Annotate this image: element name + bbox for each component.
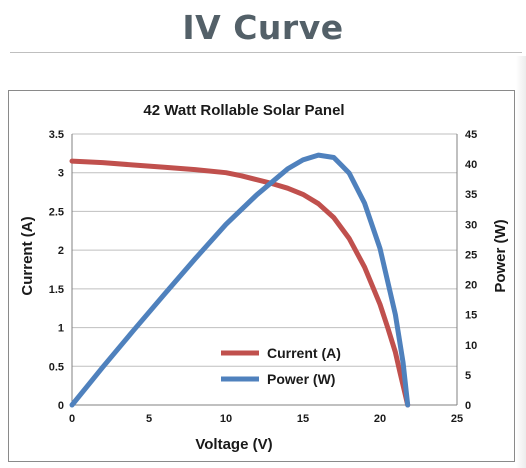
y2-tick-label: 15 <box>465 310 477 322</box>
page-edge-shadow <box>516 56 526 468</box>
y2-tick-label: 30 <box>465 219 477 231</box>
y-tick-label: 3 <box>58 168 64 180</box>
axes: 0 0.5 1 1.5 2 2.5 3 3.5 0 5 10 15 20 25 30 35 40 45 0 5 10 15… <box>49 129 478 425</box>
chart-legend: Current (A) Power (W) <box>221 345 341 387</box>
y-tick-label: 2.5 <box>49 206 64 218</box>
page-heading: IV Curve <box>182 8 344 47</box>
iv-curve-chart: 0 0.5 1 1.5 2 2.5 3 3.5 0 5 10 15 20 25 30 35 40 45 0 5 10 15… <box>19 102 509 453</box>
chart-frame: 0 0.5 1 1.5 2 2.5 3 3.5 0 5 10 15 20 25 30 35 40 45 0 5 10 15… <box>8 90 515 462</box>
y2-tick-label: 20 <box>465 280 477 292</box>
x-tick-label: 5 <box>146 413 152 425</box>
y-tick-label: 3.5 <box>49 129 64 141</box>
x-tick-label: 0 <box>69 413 75 425</box>
x-tick-label: 25 <box>451 413 463 425</box>
legend-label-power: Power (W) <box>267 371 335 387</box>
y-tick-label: 0.5 <box>49 361 64 373</box>
y2-tick-label: 45 <box>465 129 477 141</box>
legend-label-current: Current (A) <box>267 345 341 361</box>
y2-tick-label: 40 <box>465 159 477 171</box>
y-tick-label: 0 <box>58 400 64 412</box>
y2-tick-label: 35 <box>465 189 477 201</box>
y2-axis-title: Power (W) <box>492 219 509 292</box>
y2-tick-label: 5 <box>465 370 471 382</box>
y2-tick-label: 0 <box>465 400 471 412</box>
data-series <box>69 152 411 408</box>
y-tick-label: 1.5 <box>49 284 64 296</box>
series-line-current <box>69 158 411 408</box>
y2-tick-label: 25 <box>465 249 477 261</box>
x-tick-label: 10 <box>220 413 232 425</box>
y-tick-label: 2 <box>58 245 64 257</box>
x-axis-title: Voltage (V) <box>195 436 272 453</box>
y-tick-label: 1 <box>58 323 64 335</box>
heading-divider <box>10 52 522 53</box>
y-axis-title: Current (A) <box>19 216 36 295</box>
y2-tick-label: 10 <box>465 340 477 352</box>
series-line-power <box>69 152 411 408</box>
chart-labels: 42 Watt Rollable Solar Panel Voltage (V)… <box>19 102 509 453</box>
chart-title: 42 Watt Rollable Solar Panel <box>143 102 344 119</box>
x-tick-label: 15 <box>297 413 309 425</box>
x-tick-label: 20 <box>374 413 386 425</box>
